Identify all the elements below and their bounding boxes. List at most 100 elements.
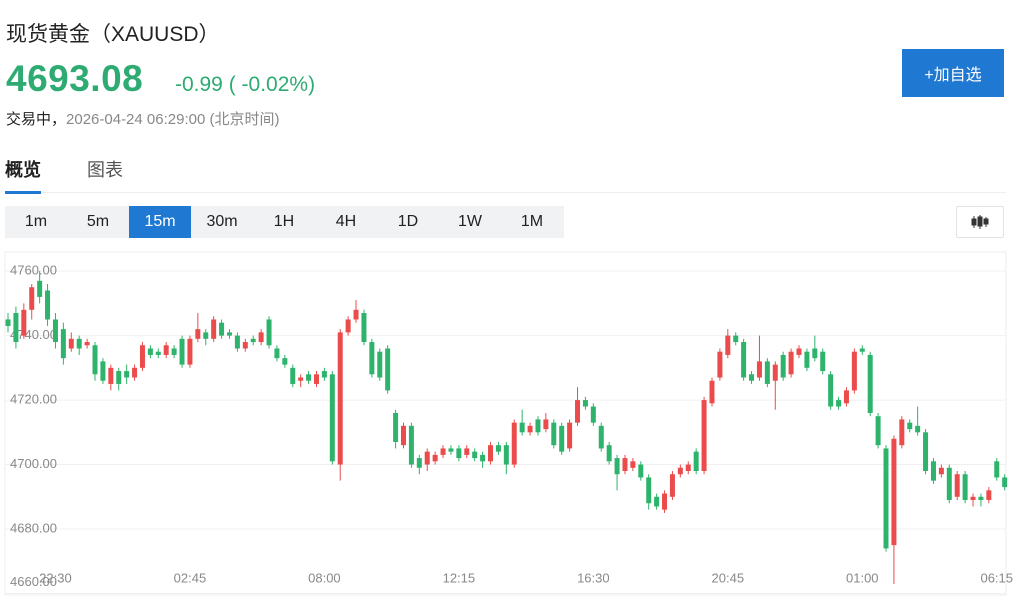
candle-body	[385, 348, 391, 391]
y-tick-label: 4700.00	[10, 456, 57, 471]
candle-body	[812, 348, 818, 359]
interval-button[interactable]: 1M	[520, 213, 544, 230]
candle-body	[456, 448, 462, 459]
candle-body	[274, 348, 280, 359]
candle-body	[132, 367, 138, 378]
candle-body	[393, 412, 399, 442]
interval-button[interactable]: 4H	[335, 213, 357, 230]
candle-body	[614, 458, 620, 475]
interval-bar: 1m 5m 15m 30m 1H 4H 1D 1W 1M	[5, 206, 564, 238]
y-tick-label: 4720.00	[10, 392, 57, 407]
candle-body	[749, 374, 755, 381]
candle-body	[163, 345, 169, 355]
candle-body	[480, 454, 486, 462]
candle-body	[685, 464, 691, 471]
x-tick-label: 22:30	[39, 570, 72, 585]
candle-body	[622, 458, 628, 471]
add-watchlist-button[interactable]: +加自选	[902, 49, 1004, 97]
candle-body	[978, 496, 984, 501]
candle-body	[408, 425, 414, 465]
candle-body	[68, 338, 74, 349]
candle-body	[733, 335, 739, 343]
x-tick-label: 06:15	[980, 570, 1013, 585]
candle-body	[108, 367, 114, 384]
interval-button[interactable]: 15m	[129, 206, 191, 238]
x-tick-label: 16:30	[577, 570, 610, 585]
candle-body	[938, 467, 944, 475]
x-tick-label: 12:15	[443, 570, 476, 585]
candle-body	[116, 371, 122, 384]
candle-body	[329, 374, 335, 462]
candle-body	[495, 445, 501, 452]
candle-body	[1002, 477, 1008, 488]
candle-body	[219, 322, 225, 336]
interval-button[interactable]: 30m	[206, 213, 238, 230]
candle-body	[242, 342, 248, 349]
candle-body	[590, 406, 596, 423]
candle-icon	[971, 215, 989, 229]
candle-body	[954, 474, 960, 497]
candle-body	[313, 374, 319, 384]
candle-body	[250, 338, 256, 343]
candle-body	[915, 425, 921, 433]
candle-body	[282, 358, 288, 365]
candle-body	[211, 319, 217, 339]
change: -0.99 ( -0.02%)	[175, 73, 315, 97]
candle-body	[606, 445, 612, 462]
candle-body	[440, 448, 446, 455]
candle-body	[100, 361, 106, 381]
candle-body	[92, 345, 98, 375]
interval-button[interactable]: 1m	[24, 213, 48, 230]
candle-body	[567, 422, 573, 449]
change-value: -0.99	[175, 73, 223, 96]
candle-body	[575, 400, 581, 423]
candle-body	[725, 335, 731, 355]
y-tick-label: 4760.00	[10, 263, 57, 278]
y-tick-label: 4680.00	[10, 520, 57, 535]
x-tick-label: 01:00	[846, 570, 879, 585]
candle-body	[772, 364, 778, 381]
candle-body	[962, 474, 968, 501]
x-tick-label: 02:45	[174, 570, 207, 585]
candle-body	[124, 371, 130, 378]
candle-body	[60, 329, 66, 359]
candle-body	[139, 345, 145, 368]
candle-body	[930, 461, 936, 481]
candle-body	[899, 419, 905, 446]
candle-body	[646, 477, 652, 504]
tab[interactable]: 概览	[5, 156, 41, 194]
candle-body	[13, 313, 19, 343]
candle-body	[756, 361, 762, 378]
candle-body	[424, 451, 430, 465]
candle-body	[5, 319, 11, 326]
candle-body	[337, 332, 343, 465]
interval-button[interactable]: 5m	[86, 213, 110, 230]
chart-type-button[interactable]	[956, 206, 1004, 238]
candle-body	[946, 467, 952, 501]
interval-button[interactable]: 1H	[273, 213, 295, 230]
x-tick-label: 08:00	[308, 570, 341, 585]
candle-body	[859, 348, 865, 352]
candle-body	[677, 467, 683, 475]
candle-body	[788, 351, 794, 375]
candle-body	[923, 432, 929, 471]
interval-button[interactable]: 1W	[458, 213, 482, 230]
candle-body	[994, 461, 1000, 478]
title: 现货黄金（XAUUSD）	[6, 23, 220, 46]
candle-body	[448, 448, 454, 452]
interval-button[interactable]: 1D	[397, 213, 419, 230]
candle-body	[669, 474, 675, 497]
candle-body	[147, 348, 153, 355]
candle-body	[701, 400, 707, 471]
y-tick-label: 4660.00	[10, 574, 57, 589]
candle-body	[306, 374, 312, 381]
status: 交易中，2026-04-24 06:29:00 (北京时间)	[6, 108, 279, 129]
candle-body	[986, 490, 992, 501]
tab[interactable]: 图表	[87, 160, 123, 180]
candle-body	[298, 377, 304, 381]
candle-body	[535, 419, 541, 433]
candle-body	[377, 351, 383, 378]
candle-body	[867, 354, 873, 413]
candle-body	[401, 425, 406, 446]
candle-body	[503, 445, 509, 465]
